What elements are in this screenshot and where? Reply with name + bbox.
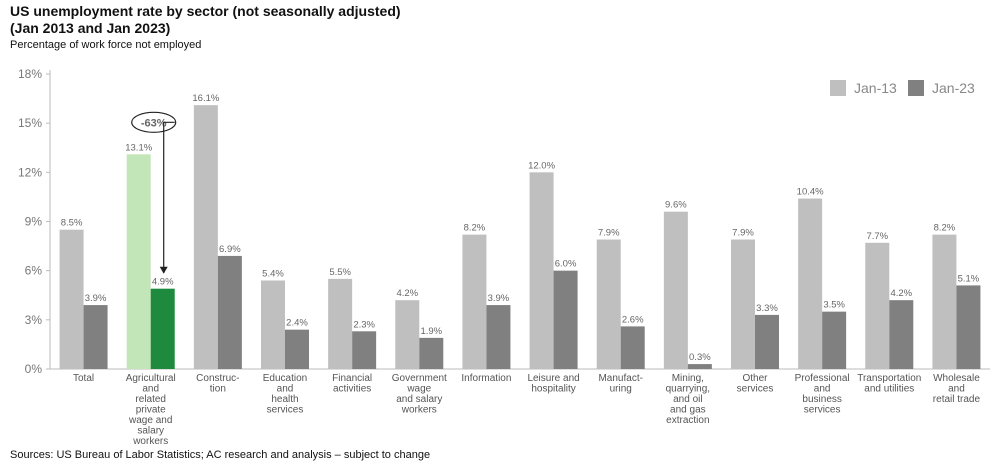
y-tick-label: 12% [18, 165, 42, 179]
data-label: 7.9% [732, 228, 754, 239]
chart-title-line-1: US unemployment rate by sector (not seas… [10, 3, 401, 19]
bar-jan-13-1 [126, 154, 151, 369]
category-label: Wholesale and retail trade [933, 373, 981, 405]
annotation-ellipse [131, 111, 177, 133]
data-label: 12.0% [528, 160, 555, 171]
bar-jan-23-9 [687, 364, 712, 369]
data-label: 3.9% [85, 293, 107, 304]
bar-jan-13-2 [193, 105, 218, 369]
bar-jan-23-10 [755, 314, 779, 369]
bar-jan-13-4 [328, 278, 353, 369]
bar-jan-23-1 [150, 288, 175, 369]
chart-title-line-2: (Jan 2013 and Jan 2023) [10, 20, 171, 36]
y-tick-label: 6% [25, 264, 43, 278]
data-label: 7.7% [866, 231, 888, 242]
data-label: 13.1% [125, 142, 152, 153]
data-label: 4.9% [152, 277, 174, 288]
data-label: 16.1% [192, 93, 219, 104]
data-label: 1.9% [420, 326, 442, 337]
bar-jan-23-4 [352, 331, 377, 369]
bar-jan-13-9 [663, 211, 688, 369]
bar-jan-13-12 [865, 242, 890, 369]
category-label: Information [461, 373, 511, 384]
data-label: 4.2% [890, 288, 912, 299]
category-label: Transportation and utilities [857, 373, 921, 395]
category-label: Mining, quarrying, and oil and gas extractio… [666, 373, 710, 426]
chart-title: US unemployment rate by sector (not seas… [10, 3, 401, 37]
y-tick-label: 18% [18, 67, 42, 81]
data-label: 5.4% [262, 269, 284, 280]
category-label: Leisure and hospitality [527, 373, 579, 395]
legend-label-jan-23: Jan-23 [932, 80, 975, 96]
bar-jan-13-8 [596, 239, 621, 369]
data-label: 8.2% [464, 223, 486, 234]
data-label: 6.0% [555, 259, 577, 270]
bar-jan-23-2 [217, 255, 242, 369]
y-tick-label: 0% [25, 362, 43, 376]
annotation-arrow-head [159, 266, 168, 274]
bar-jan-23-6 [486, 305, 511, 369]
data-label: 2.6% [622, 314, 644, 325]
y-tick-label: 3% [25, 313, 43, 327]
category-label: Education and health services [263, 373, 307, 416]
y-tick-label: 9% [25, 215, 43, 229]
legend-label-jan-13: Jan-13 [854, 80, 897, 96]
data-label: 5.1% [958, 273, 980, 284]
source-note: Sources: US Bureau of Labor Statistics; … [10, 449, 431, 461]
chart-subtitle: Percentage of work force not employed [10, 39, 202, 51]
category-label: Agricultural and related private wage and sal… [126, 373, 176, 447]
data-label: 6.9% [219, 244, 241, 255]
data-label: 2.3% [353, 319, 375, 330]
category-label: Financial activities [332, 373, 372, 395]
bar-jan-13-11 [798, 198, 823, 369]
bar-jan-13-13 [932, 234, 957, 369]
data-label: 5.5% [329, 267, 351, 278]
data-label: 3.3% [756, 303, 778, 314]
data-label: 4.2% [396, 288, 418, 299]
annotation-label: -63% [141, 117, 167, 129]
bar-jan-23-0 [83, 305, 108, 369]
bar-jan-13-6 [462, 234, 487, 369]
bar-jan-23-11 [822, 311, 847, 369]
bar-jan-13-10 [731, 239, 755, 369]
data-label: 10.4% [797, 187, 824, 198]
annotation-arrow-line [163, 121, 175, 273]
data-label: 9.6% [665, 200, 687, 211]
data-label: 8.2% [934, 223, 956, 234]
category-label: Total [73, 373, 94, 384]
data-label: 3.5% [823, 300, 845, 311]
bar-jan-13-5 [395, 300, 420, 369]
data-label: 8.5% [61, 218, 83, 229]
bar-jan-13-7 [529, 172, 554, 369]
bar-jan-13-3 [261, 280, 285, 369]
category-label: Professional and business services [795, 373, 850, 416]
category-label: Manufact-uring [598, 373, 642, 395]
bar-jan-13-0 [59, 229, 84, 369]
legend-swatch-jan-13 [830, 80, 846, 96]
category-label: Government wage and salary workers [392, 373, 447, 416]
bar-jan-23-3 [285, 329, 309, 369]
bar-jan-23-7 [553, 270, 578, 369]
legend-swatch-jan-23 [908, 80, 924, 96]
data-label: 7.9% [598, 228, 620, 239]
data-label: 2.4% [286, 318, 308, 329]
data-label: 0.3% [689, 352, 711, 363]
bar-jan-23-12 [889, 300, 914, 369]
y-tick-label: 15% [18, 116, 42, 130]
bar-jan-23-5 [419, 337, 444, 369]
bar-jan-23-13 [956, 285, 981, 369]
bar-jan-23-8 [620, 326, 645, 369]
category-label: Construc-tion [196, 373, 239, 395]
category-label: Other services [737, 373, 774, 395]
data-label: 3.9% [488, 293, 510, 304]
